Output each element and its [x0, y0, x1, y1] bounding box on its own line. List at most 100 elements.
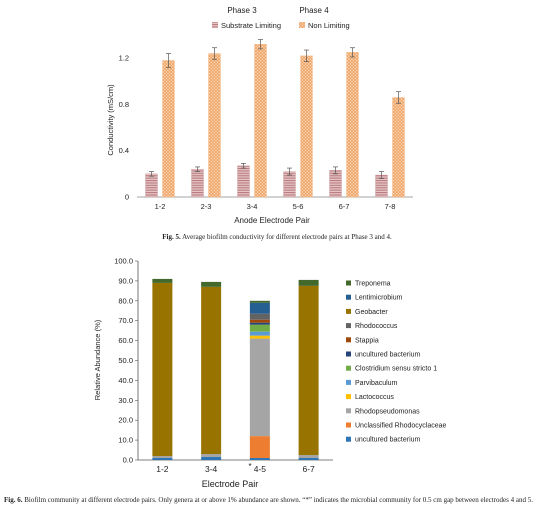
stack-segment: [152, 278, 173, 283]
legend-swatch: [346, 422, 351, 428]
stack-segment: [249, 322, 270, 325]
y-tick-label: 20.0: [118, 416, 133, 425]
figure6-caption-label: Fig. 6.: [4, 496, 23, 504]
legend-swatch: [346, 365, 351, 371]
stack-segment: [298, 279, 319, 286]
y-tick-label: 70.0: [118, 316, 133, 325]
bar-substrate-limiting: [191, 169, 204, 198]
x-tick-label: 6-7: [302, 464, 315, 474]
stack-segment: [249, 319, 270, 323]
legend-label: Geobacter: [355, 309, 388, 316]
stack-segment: [249, 313, 270, 320]
x-tick-label: 6-7: [339, 202, 350, 211]
y-tick-label: 60.0: [118, 336, 133, 345]
y-axis-title: Relative Abundance (%): [93, 319, 102, 400]
bar-substrate-limiting: [145, 173, 158, 198]
stack-segment: [201, 457, 222, 460]
legend-swatch-non-limiting: [299, 22, 305, 28]
legend: Substrate Limiting Non Limiting: [212, 21, 350, 30]
legend-swatch: [346, 408, 351, 414]
legend-swatch: [346, 379, 351, 385]
stack-segment: [152, 456, 173, 459]
figure6-caption: Fig. 6. Biofilm community at different e…: [4, 496, 550, 505]
y-axis-title: Conductivity (mS/cm): [106, 84, 115, 156]
legend-label: uncultured bacterium: [355, 352, 421, 359]
figure6-caption-text: Biofilm community at different electrode…: [24, 496, 533, 504]
legend-swatch: [346, 394, 351, 400]
legend-swatch: [346, 280, 351, 286]
legend: Treponema Lentimicrobium Geobacter Rhodococ…: [346, 280, 447, 444]
y-tick-label: 40.0: [118, 376, 133, 385]
x-tick-label: 4-5: [254, 464, 267, 474]
conductivity-chart: Phase 3 Phase 4 Substrate Limiting Non L…: [106, 6, 413, 225]
legend-label-substrate-limiting: Substrate Limiting: [221, 21, 281, 30]
bar-non-limiting: [300, 55, 313, 198]
legend-swatch: [346, 351, 351, 357]
legend-swatch-substrate-limiting: [212, 22, 218, 28]
legend-label: Clostridium sensu stricto 1: [355, 366, 437, 373]
legend-label: Parvibaculum: [355, 380, 398, 387]
x-tick-label: 5-6: [293, 202, 304, 211]
stack-segment: [249, 324, 270, 332]
legend-label: Treponema: [355, 281, 391, 288]
figure5-caption-label: Fig. 5.: [162, 233, 181, 241]
x-axis-title: Electrode Pair: [202, 479, 259, 489]
stack-segment: [249, 300, 270, 303]
stack-segment: [201, 454, 222, 458]
legend-swatch: [346, 436, 351, 442]
legend-label: uncultured bacterium: [355, 437, 421, 444]
y-tick-label: 80.0: [118, 296, 133, 305]
stack-segment: [249, 302, 270, 314]
bar-non-limiting: [392, 97, 405, 198]
x-tick-label: 2-3: [201, 202, 212, 211]
phase3-label: Phase 3: [227, 6, 257, 15]
stack-segment: [201, 286, 222, 455]
y-tick-label: 30.0: [118, 396, 133, 405]
bar-substrate-limiting: [329, 170, 342, 198]
legend-label: Rhodopseudomonas: [355, 408, 420, 415]
legend-swatch: [346, 308, 351, 314]
x-axis-title: Anode Electrode Pair: [234, 216, 310, 225]
y-tick-label: 0.0: [123, 456, 133, 465]
legend-label: Unclassified Rhodocyclaceae: [355, 423, 447, 430]
y-tick-label: 10.0: [118, 436, 133, 445]
legend-label: Lentimicrobium: [355, 295, 403, 302]
legend-swatch: [346, 323, 351, 329]
figure5-caption: Fig. 5. Average biofilm conductivity for…: [0, 233, 554, 242]
bar-non-limiting: [208, 53, 221, 198]
stack-segment: [249, 436, 270, 459]
y-tick-label: 0.8: [119, 100, 129, 109]
x-tick-label: 7-8: [385, 202, 396, 211]
stack-segment: [249, 458, 270, 460]
phase4-label: Phase 4: [299, 6, 329, 15]
bar-non-limiting: [162, 60, 175, 198]
stack-segment: [298, 455, 319, 459]
bar-substrate-limiting: [237, 165, 250, 198]
y-tick-label: 0: [125, 193, 129, 202]
y-tick-label: 1.2: [119, 54, 129, 63]
legend-label: Lactococcus: [355, 394, 394, 401]
stack-segment: [249, 335, 270, 339]
y-tick-label: 0.4: [119, 146, 129, 155]
legend-label: Rhodococcus: [355, 323, 398, 330]
figure5-caption-text: Average biofilm conductivity for differe…: [182, 233, 392, 241]
stack-segment: [298, 458, 319, 460]
y-tick-label: 100.0: [114, 257, 133, 266]
stack-segment: [249, 338, 270, 437]
abundance-chart: Relative Abundance (%) Electrode Pair * …: [93, 257, 447, 490]
asterisk-marker: *: [248, 462, 251, 471]
stack-segment: [201, 281, 222, 287]
stack-segment: [152, 458, 173, 460]
x-tick-label: 3-4: [247, 202, 258, 211]
x-tick-label: 3-4: [205, 464, 218, 474]
legend-swatch: [346, 337, 351, 343]
stack-segment: [152, 282, 173, 457]
legend-label: Stappia: [355, 337, 379, 344]
legend-label-non-limiting: Non Limiting: [308, 21, 350, 30]
x-tick-label: 1-2: [156, 464, 169, 474]
x-tick-label: 1-2: [155, 202, 166, 211]
y-tick-label: 90.0: [118, 276, 133, 285]
y-tick-label: 50.0: [118, 356, 133, 365]
bar-non-limiting: [346, 52, 359, 198]
legend-swatch: [346, 294, 351, 300]
